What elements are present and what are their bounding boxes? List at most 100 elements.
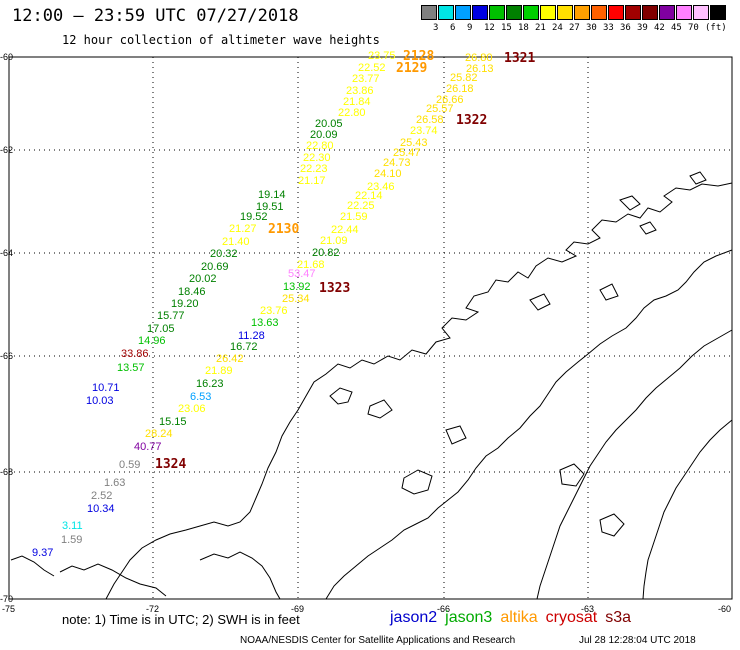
longitude-label: -69 — [291, 604, 304, 614]
color-swatch — [659, 5, 675, 20]
wave-height-label: 23.86 — [346, 85, 374, 97]
wave-height-label: 22.52 — [358, 62, 386, 74]
wave-height-label: 25.47 — [393, 147, 421, 159]
wave-height-label: 23.74 — [410, 125, 438, 137]
wave-height-label: 17.05 — [147, 323, 175, 335]
satellite-legend-s3a: s3a — [605, 609, 632, 626]
color-legend-label: 39 — [637, 23, 648, 33]
wave-height-label: 9.37 — [32, 547, 53, 559]
pass-id-label: 2129 — [396, 61, 427, 76]
color-swatch — [540, 5, 556, 20]
longitude-label: -66 — [437, 604, 450, 614]
color-swatch — [642, 5, 658, 20]
wave-height-label: 10.71 — [92, 382, 120, 394]
wave-height-label: 26.66 — [436, 94, 464, 106]
wave-height-label: 1.59 — [61, 534, 82, 546]
pass-id-label: 1322 — [456, 113, 487, 128]
wave-height-label: 20.32 — [210, 248, 238, 260]
color-legend-label: 36 — [620, 23, 631, 33]
wave-height-label: 21.84 — [343, 96, 371, 108]
wave-height-label: 19.20 — [171, 298, 199, 310]
wave-height-label: 22.30 — [303, 152, 331, 164]
wave-height-label: 20.82 — [312, 247, 340, 259]
color-swatch — [710, 5, 726, 20]
color-swatch — [506, 5, 522, 20]
color-legend-label: (ft) — [705, 23, 727, 33]
wave-height-label: 20.05 — [315, 118, 343, 130]
wave-height-label: 25.57 — [426, 103, 454, 115]
wave-height-label: 22.14 — [355, 190, 383, 202]
footer-note: note: 1) Time is in UTC; 2) SWH is in fe… — [62, 612, 300, 627]
wave-height-label: 21.68 — [297, 259, 325, 271]
wave-height-label: 2.52 — [91, 490, 112, 502]
satellite-legend: jason2 jason3 altika cryosat s3a — [390, 609, 639, 627]
wave-height-label: 22.23 — [300, 163, 328, 175]
wave-height-label: 11.28 — [238, 330, 265, 342]
color-swatch — [574, 5, 590, 20]
satellite-legend-cryosat: cryosat — [545, 609, 598, 626]
map-frame — [8, 56, 733, 600]
pass-id-label: 2128 — [403, 49, 434, 64]
color-swatch — [455, 5, 471, 20]
map-title: 12:00 – 23:59 UTC 07/27/2018 — [12, 6, 299, 26]
wave-height-label: 13.92 — [283, 281, 311, 293]
color-legend-label: 27 — [569, 23, 580, 33]
wave-height-label: 22.44 — [331, 224, 359, 236]
pass-id-label: 1324 — [155, 457, 186, 472]
map-subtitle: 12 hour collection of altimeter wave hei… — [62, 33, 380, 47]
wave-height-label: 19.14 — [258, 189, 286, 201]
axis-labels: -60 -62 -64 -66 -68 -70-75 -72 -69 -66 -63 -60 — [0, 52, 731, 614]
wave-height-label: 1.63 — [104, 477, 125, 489]
wave-height-label: 13.57 — [117, 362, 145, 374]
color-legend-label: 21 — [535, 23, 546, 33]
wave-height-label: 16.23 — [196, 378, 224, 390]
credit-line: NOAA/NESDIS Center for Satellite Applica… — [240, 635, 516, 646]
wave-height-label: 33.86 — [121, 348, 149, 360]
color-swatch — [591, 5, 607, 20]
color-swatch — [557, 5, 573, 20]
longitude-label: -63 — [581, 604, 594, 614]
pass-id-label: 1323 — [319, 281, 350, 296]
wave-height-label: 3.11 — [62, 520, 83, 532]
latitude-label: -64 — [0, 248, 13, 258]
longitude-label: -72 — [146, 604, 159, 614]
color-legend-label: 70 — [688, 23, 699, 33]
wave-height-label: 21.17 — [298, 175, 326, 187]
satellite-legend-jason3: jason3 — [445, 609, 493, 626]
graticule — [9, 57, 732, 599]
color-legend-label: 24 — [552, 23, 563, 33]
wave-height-label: 23.46 — [367, 181, 395, 193]
color-legend-label: 9 — [467, 23, 473, 33]
color-swatch — [421, 5, 437, 20]
wave-height-label: 22.25 — [347, 200, 375, 212]
wave-height-label: 15.15 — [159, 416, 187, 428]
color-swatch — [608, 5, 624, 20]
color-swatch — [438, 5, 454, 20]
wave-height-label: 19.52 — [240, 211, 268, 223]
color-legend-label: 18 — [518, 23, 529, 33]
wave-height-label: 21.89 — [205, 365, 233, 377]
coastline — [10, 171, 733, 600]
satellite-legend-altika: altika — [500, 609, 538, 626]
wave-height-label: 10.34 — [87, 503, 115, 515]
color-swatch — [472, 5, 488, 20]
latitude-label: -60 — [0, 52, 13, 62]
wave-height-label: 24.73 — [383, 157, 411, 169]
latitude-label: -68 — [0, 467, 13, 477]
color-legend-label: 33 — [603, 23, 614, 33]
wave-height-label: 0.59 — [119, 459, 140, 471]
wave-height-label: 21.40 — [222, 236, 250, 248]
wave-height-label: 28.24 — [145, 428, 173, 440]
longitude-label: -75 — [2, 604, 15, 614]
wave-height-label: 26.80 — [465, 52, 493, 64]
generation-timestamp: Jul 28 12:28:04 UTC 2018 — [579, 635, 696, 646]
pass-id-label: 1321 — [504, 51, 535, 66]
wave-height-label: 21.59 — [340, 211, 368, 223]
wave-height-label: 21.09 — [320, 235, 348, 247]
wave-height-label: 40.77 — [134, 441, 162, 453]
wave-height-label: 13.63 — [251, 317, 279, 329]
wave-height-label: 23.75 — [368, 50, 396, 62]
satellite-legend-jason2: jason2 — [390, 609, 438, 626]
wave-height-label: 16.72 — [230, 341, 258, 353]
